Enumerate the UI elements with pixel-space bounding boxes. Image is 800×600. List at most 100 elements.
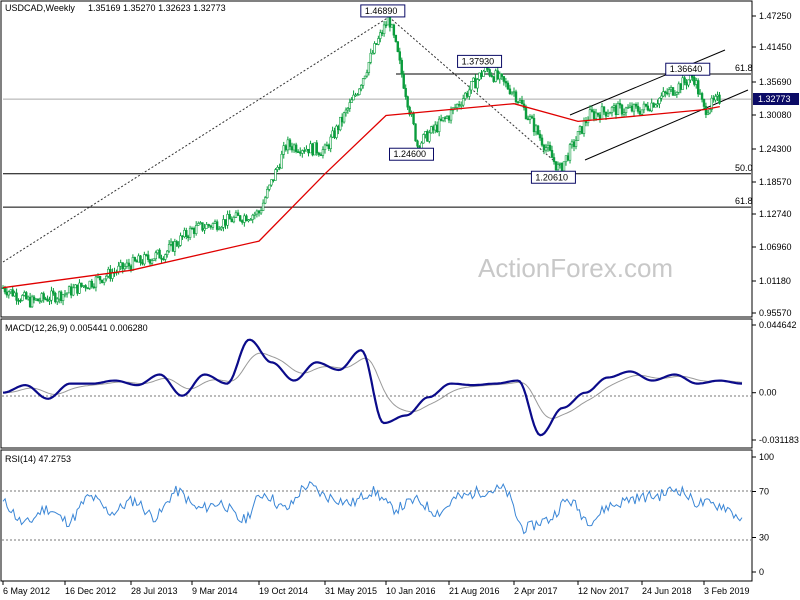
candle-body — [618, 103, 622, 106]
candle-body — [365, 72, 369, 77]
rsi-line — [2, 481, 743, 535]
candle-body — [160, 257, 163, 260]
candle-body — [360, 85, 363, 90]
candle-body — [243, 215, 246, 223]
candle-body — [25, 292, 28, 300]
candle-body — [57, 291, 61, 300]
candle-body — [718, 94, 721, 104]
candle-body — [54, 292, 57, 303]
candle-body — [323, 144, 327, 150]
candle-body — [88, 280, 91, 289]
dotted-trendline-up — [2, 16, 390, 263]
candle-body — [576, 131, 580, 141]
candle-body — [695, 80, 698, 85]
candle-body — [32, 296, 36, 301]
candle-body — [100, 279, 104, 283]
candle-body — [211, 223, 215, 228]
candle-body — [608, 112, 612, 115]
x-tick-label: 31 May 2015 — [325, 586, 377, 596]
candle-body — [685, 82, 688, 86]
candle-body — [598, 114, 602, 120]
candle-body — [203, 228, 206, 231]
candle-body — [274, 169, 277, 181]
candle-body — [654, 104, 657, 108]
candle-body — [646, 105, 650, 111]
candle-body — [482, 70, 485, 77]
candle-body — [102, 278, 106, 283]
candle-body — [455, 103, 459, 108]
candle-body — [34, 298, 38, 301]
candle-body — [470, 81, 473, 91]
moving-average-line — [2, 103, 720, 289]
candle-body — [317, 152, 321, 155]
candle-body — [424, 131, 427, 135]
candle-body — [86, 287, 89, 290]
candle-body — [13, 292, 16, 297]
candle-body — [675, 91, 679, 95]
candle-body — [560, 163, 564, 172]
macd-line — [2, 338, 743, 437]
candle-body — [185, 230, 188, 237]
candle-body — [468, 89, 471, 97]
candle-body — [139, 255, 142, 263]
candle-body — [315, 142, 318, 154]
candle-body — [459, 104, 463, 107]
candle-body — [123, 266, 127, 270]
dotted-trendline-down — [388, 16, 561, 167]
price-annotation-label: 1.24600 — [394, 149, 427, 159]
price-panel-frame — [0, 0, 753, 318]
price-tick-label: 1.47250 — [759, 11, 792, 21]
candle-body — [127, 262, 131, 267]
candle-body — [188, 227, 192, 238]
candle-body — [558, 163, 562, 165]
candle-body — [530, 116, 534, 119]
candle-body — [175, 241, 178, 246]
x-tick-label: 19 Oct 2014 — [259, 586, 308, 596]
candle-body — [596, 112, 600, 116]
candle-body — [164, 254, 167, 260]
candle-body — [704, 106, 708, 115]
x-tick-label: 3 Feb 2019 — [704, 586, 750, 596]
candle-body — [337, 125, 340, 131]
fib-level-label: 50.0 — [735, 163, 753, 173]
rsi-title: RSI(14) 47.2753 — [5, 454, 71, 464]
candle-body — [634, 104, 638, 107]
macd-y-axis: 0.044642 0.00 -0.031183 — [752, 320, 799, 445]
candle-body — [145, 254, 148, 256]
candle-body — [708, 109, 712, 114]
candle-body — [416, 140, 419, 147]
candle-body — [572, 141, 576, 147]
candle-body — [282, 145, 285, 155]
x-tick-label: 9 Mar 2014 — [192, 586, 238, 596]
candle-body — [19, 300, 22, 302]
candle-body — [259, 210, 263, 214]
candle-body — [556, 164, 560, 171]
candle-body — [109, 268, 112, 279]
candle-body — [319, 154, 323, 156]
candle-body — [628, 105, 632, 108]
candle-body — [382, 24, 386, 34]
candle-body — [305, 148, 308, 152]
watermark: ActionForex.com — [478, 253, 673, 283]
candle-body — [510, 91, 514, 95]
macd-tick-label: 0.044642 — [759, 320, 797, 330]
candles — [1, 13, 721, 308]
candle-body — [612, 105, 616, 108]
candle-body — [48, 299, 51, 302]
chart-header-instrument: USDCAD,Weekly — [5, 3, 75, 13]
candle-body — [478, 72, 481, 80]
candle-body — [245, 215, 248, 222]
candle-body — [56, 298, 59, 303]
candle-body — [528, 116, 532, 120]
price-annotation-label: 1.46890 — [365, 6, 398, 16]
x-tick-label: 2 Apr 2017 — [514, 586, 558, 596]
candle-body — [394, 34, 398, 42]
candle-body — [311, 143, 314, 156]
candle-body — [683, 77, 686, 83]
candle-body — [671, 87, 675, 96]
candle-body — [624, 107, 628, 113]
candle-body — [656, 103, 659, 106]
candle-body — [524, 107, 528, 120]
price-annotation-box — [389, 147, 434, 161]
candle-body — [59, 291, 63, 301]
